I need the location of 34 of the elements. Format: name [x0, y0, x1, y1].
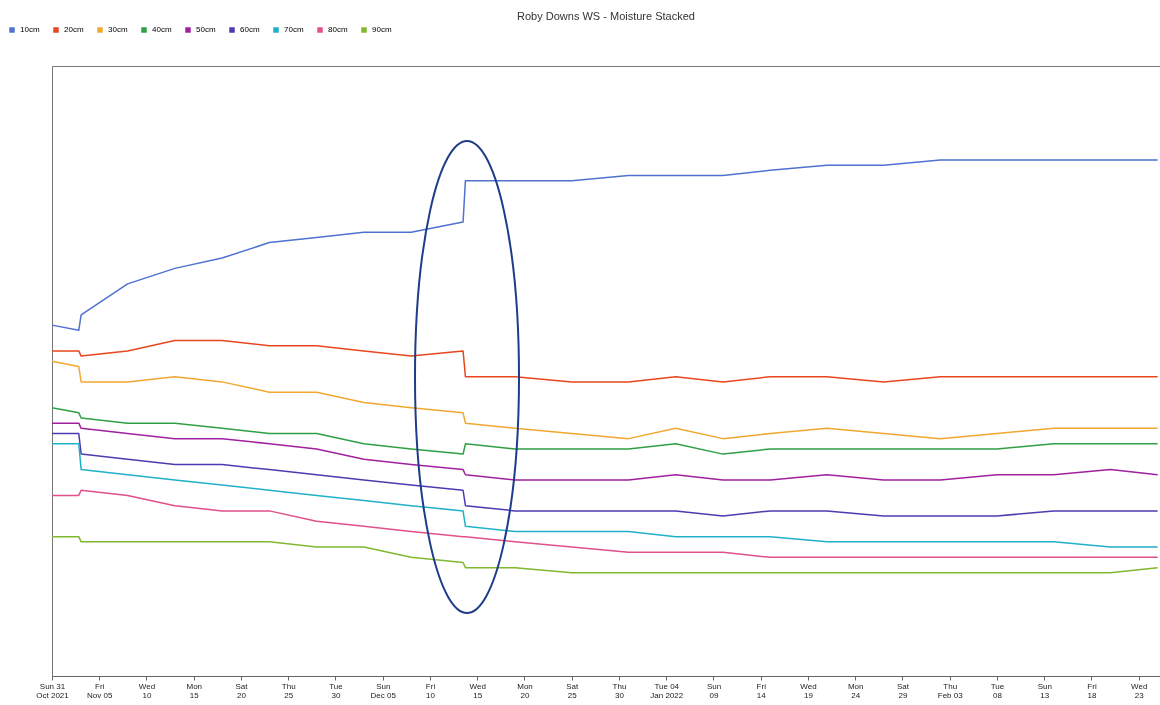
x-tick-label: Thu Feb 03 — [937, 681, 964, 700]
x-tick-label: Fri Nov 05 — [87, 681, 113, 700]
x-tick-label: Sun 31 Oct 2021 — [36, 681, 70, 700]
legend-label: 20cm — [64, 25, 84, 34]
legend-label: 90cm — [372, 25, 392, 34]
x-tick-label: Tue 04 Jan 2022 — [650, 681, 684, 700]
x-tick-label: Thu 30 — [612, 681, 627, 700]
x-tick-label: Wed 23 — [1131, 681, 1148, 700]
x-tick-label: Mon 20 — [517, 681, 533, 700]
x-tick-label: Fri 14 — [756, 681, 767, 700]
x-tick-label: Mon 24 — [847, 681, 864, 700]
x-tick-label: Sat 25 — [566, 681, 580, 700]
x-tick-label: Sun 09 — [706, 681, 722, 700]
x-tick-label: Wed 10 — [138, 681, 156, 700]
legend-label: 40cm — [152, 25, 172, 34]
legend-label: 60cm — [240, 25, 260, 34]
x-tick-label: Fri 18 — [1087, 681, 1097, 700]
legend-label: 10cm — [20, 25, 40, 34]
legend-label: 70cm — [284, 25, 304, 34]
chart-title: Roby Downs WS - Moisture Stacked — [517, 10, 695, 22]
x-tick-label: Thu 25 — [281, 681, 296, 700]
x-tick-label: Wed 15 — [469, 681, 486, 700]
legend-label: 80cm — [328, 25, 348, 34]
x-tick-label: Sat 20 — [235, 681, 249, 700]
x-tick-label: Wed 19 — [800, 681, 817, 700]
legend-label: 30cm — [108, 25, 128, 34]
x-tick-label: Sun Dec 05 — [370, 681, 397, 700]
x-tick-label: Sat 29 — [896, 681, 910, 700]
x-tick-label: Tue 30 — [329, 681, 344, 700]
legend-label: 50cm — [196, 25, 216, 34]
x-tick-label: Mon 15 — [186, 681, 203, 700]
x-tick-label: Sun 13 — [1037, 681, 1052, 700]
x-tick-label: Tue 08 — [990, 681, 1005, 700]
x-tick-label: Fri 10 — [425, 681, 436, 700]
